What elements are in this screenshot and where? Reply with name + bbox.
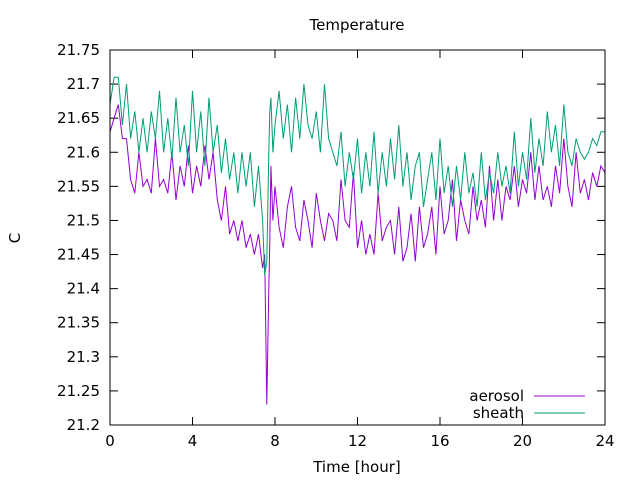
legend-label-sheath: sheath (473, 404, 524, 422)
x-axis-label: Time [hour] (312, 458, 401, 476)
series-lines (109, 76, 606, 405)
y-tick-label: 21.45 (57, 246, 100, 264)
x-tick-label: 8 (270, 432, 280, 450)
axis-ticks: 21.2 21.25 21.3 21.35 21.4 21.45 21.5 21.55 21.6… (57, 41, 615, 450)
y-tick-label: 21.75 (57, 41, 100, 59)
x-tick-label: 12 (348, 432, 367, 450)
y-tick-label: 21.55 (57, 177, 100, 195)
plot-frame (109, 49, 606, 426)
x-tick-label: 4 (188, 432, 198, 450)
y-tick-label: 21.25 (57, 382, 100, 400)
x-tick-label: 24 (595, 432, 614, 450)
y-axis-label: C (6, 233, 24, 243)
y-tick-label: 21.5 (67, 211, 100, 229)
y-tick-label: 21.35 (57, 314, 100, 332)
series-line-sheath (109, 76, 605, 276)
y-tick-label: 21.65 (57, 109, 100, 127)
y-tick-label: 21.4 (67, 280, 100, 298)
series-line-aerosol (109, 104, 606, 405)
y-tick-label: 21.2 (67, 416, 100, 434)
x-tick-label: 16 (430, 432, 449, 450)
y-tick-label: 21.3 (67, 348, 100, 366)
chart-title: Temperature (308, 16, 404, 34)
y-tick-label: 21.7 (67, 75, 100, 93)
legend-label-aerosol: aerosol (469, 387, 524, 405)
x-tick-label: 0 (105, 432, 115, 450)
x-tick-label: 20 (513, 432, 532, 450)
y-tick-label: 21.6 (67, 143, 100, 161)
